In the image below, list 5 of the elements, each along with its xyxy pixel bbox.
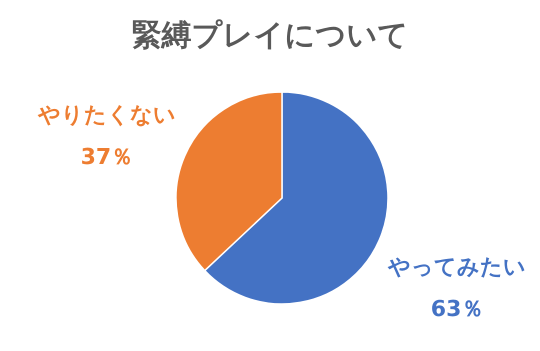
chart-title: 緊縛プレイについて <box>132 18 408 53</box>
slice-label: やってみたい <box>387 254 526 280</box>
slice-label: やりたくない <box>36 103 176 128</box>
data-label: 37％ <box>80 145 134 170</box>
data-label: 63％ <box>430 296 484 322</box>
